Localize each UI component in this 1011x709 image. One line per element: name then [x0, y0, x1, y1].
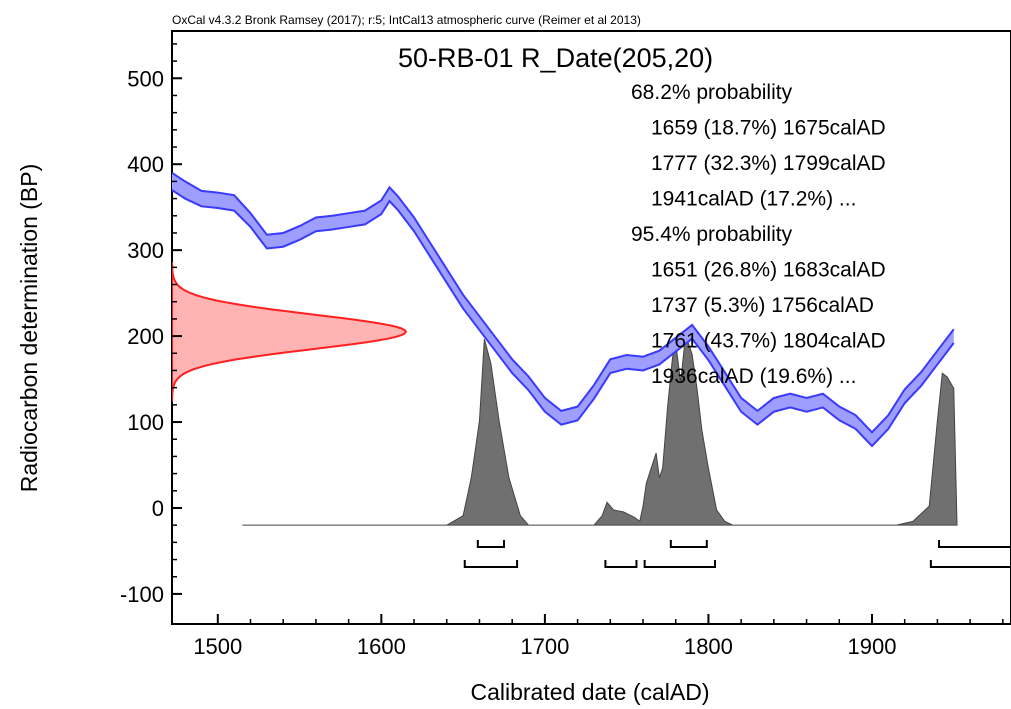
probability-line: 1659 (18.7%) 1675calAD: [651, 117, 886, 140]
chart-credit: OxCal v4.3.2 Bronk Ramsey (2017); r:5; I…: [172, 13, 641, 27]
range-95-bracket: [643, 560, 716, 568]
y-tick-label: 200: [127, 324, 164, 349]
y-axis-title: Radiocarbon determination (BP): [16, 164, 42, 493]
x-tick-label: 1500: [193, 634, 242, 659]
chart-title: 50-RB-01 R_Date(205,20): [398, 43, 713, 73]
y-tick-label: 0: [152, 496, 164, 521]
range-68-bracket: [669, 540, 708, 548]
probability-text: 68.2% probability 1659 (18.7%) 1675calAD 1…: [631, 81, 886, 388]
calibration-curve-upper: [172, 171, 955, 434]
range-95-bracket: [463, 560, 519, 568]
y-tick-label: 300: [127, 238, 164, 263]
x-tick-label: 1900: [848, 634, 897, 659]
series-layer: [172, 171, 958, 526]
probability-ranges: [463, 540, 1011, 568]
probability-line: 1941calAD (17.2%) ...: [651, 188, 856, 211]
range-68-bracket: [476, 540, 506, 548]
y-tick-label: 100: [127, 410, 164, 435]
probability-line: 95.4% probability: [631, 223, 793, 246]
calibration-curve-lower: [172, 189, 955, 448]
range-68-bracket: [938, 540, 1011, 548]
radiocarbon-measurement: [172, 262, 408, 402]
probability-line: 1777 (32.3%) 1799calAD: [651, 152, 886, 175]
x-axis-title: Calibrated date (calAD): [470, 679, 709, 705]
probability-line: 1936calAD (19.6%) ...: [651, 365, 856, 388]
probability-line: 1737 (5.3%) 1756calAD: [651, 294, 874, 317]
x-tick-label: 1600: [357, 634, 406, 659]
posterior-distribution: [242, 335, 958, 526]
probability-line: 1651 (26.8%) 1683calAD: [651, 259, 886, 282]
x-tick-label: 1800: [684, 634, 733, 659]
range-95-bracket: [604, 560, 638, 568]
probability-line: 1761 (43.7%) 1804calAD: [651, 330, 886, 353]
axes-layer: 1500 1600 1700 1800 1900 -100 0 100 200 300 400 500: [120, 43, 1004, 659]
x-tick-label: 1700: [520, 634, 569, 659]
probability-line: 68.2% probability: [631, 81, 793, 104]
y-tick-label: 400: [127, 152, 164, 177]
y-tick-label: -100: [120, 582, 164, 607]
y-tick-label: 500: [127, 66, 164, 91]
range-95-bracket: [929, 560, 1011, 568]
